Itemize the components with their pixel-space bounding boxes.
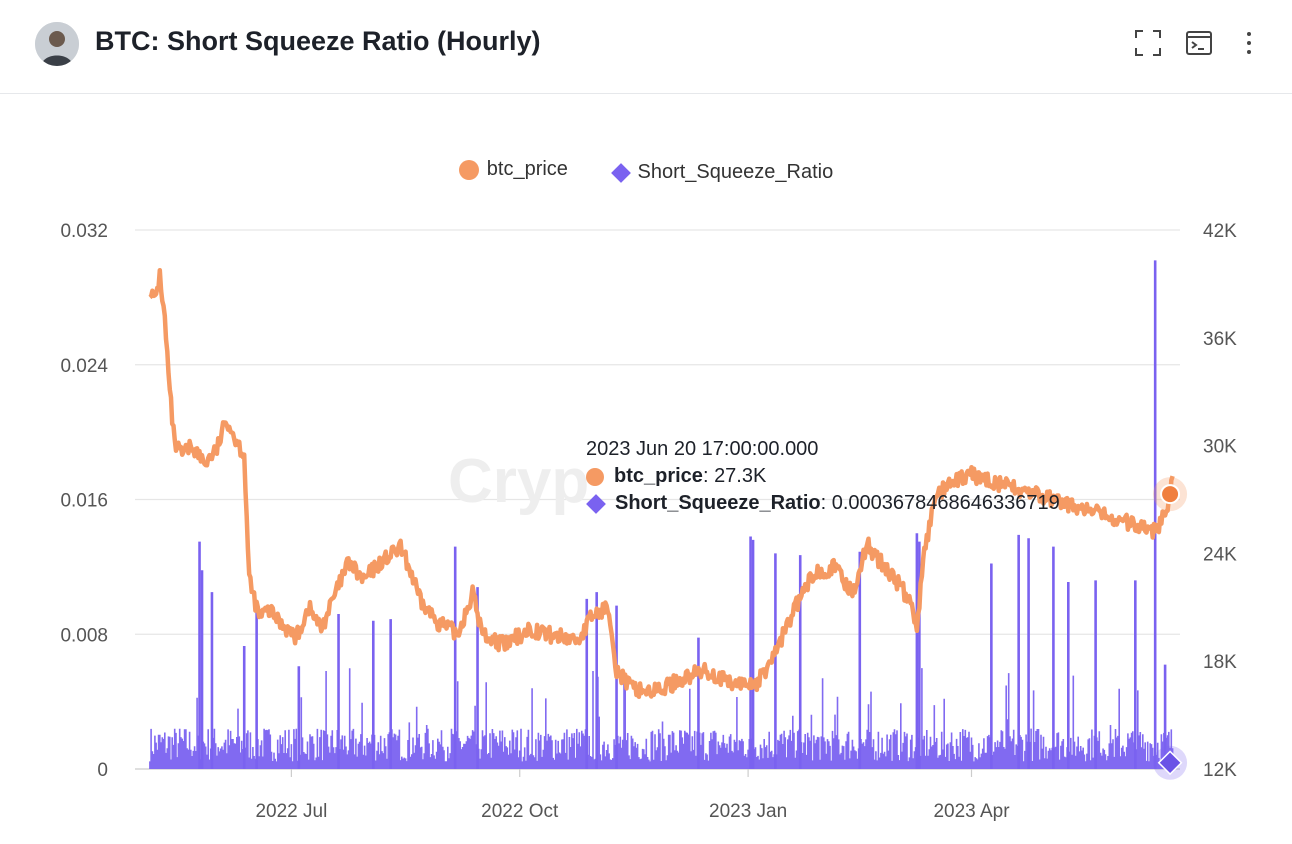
btc-price-marker-halo [1153,477,1188,512]
legend-diamond-icon [610,162,631,183]
y-axis-right: 12K 18K 24K 30K 36K 42K [1203,221,1237,781]
x-axis: 2022 Jul 2022 Oct 2023 Jan 2023 Apr [255,769,1010,822]
tooltip: 2023 Jun 20 17:00:00.000 btc_price : 27.… [586,436,1060,517]
y-tick-label-right: 18K [1203,652,1237,673]
legend-item-btc-price[interactable]: btc_price [458,158,568,181]
tooltip-key: Short_Squeeze_Ratio [615,492,821,514]
y-tick-label-right: 12K [1203,760,1237,781]
y-tick-label-left: 0.024 [60,356,108,377]
fullscreen-icon[interactable] [1133,28,1163,58]
chart-legend: btc_price Short_Squeeze_Ratio [0,158,1292,186]
tooltip-row-short-squeeze-ratio: Short_Squeeze_Ratio : 0.0003678468646336… [586,490,1060,517]
legend-circle-icon [458,159,479,180]
tooltip-diamond-icon [586,493,606,514]
x-tick-label: 2022 Oct [481,801,559,822]
y-axis-left: 0 0.008 0.016 0.024 0.032 [60,221,108,781]
avatar[interactable] [35,22,79,66]
avatar-icon [35,22,79,66]
tooltip-circle-icon [586,467,604,486]
tooltip-key: btc_price [614,465,703,487]
console-icon[interactable] [1184,28,1214,58]
page-title: BTC: Short Squeeze Ratio (Hourly) [95,26,541,56]
more-vertical-icon[interactable] [1236,28,1266,58]
legend-label: Short_Squeeze_Ratio [637,161,834,183]
x-tick-label: 2022 Jul [255,801,327,822]
ratio-marker-halo [1153,745,1188,780]
hover-markers [1153,477,1188,780]
ratio-marker [1157,750,1183,776]
y-tick-label-left: 0.032 [60,221,108,242]
x-tick-label: 2023 Jan [709,801,787,822]
y-tick-label-left: 0 [97,760,108,781]
y-tick-label-left: 0.016 [60,491,108,512]
tooltip-value: 27.3K [714,465,767,487]
btc-price-marker [1160,484,1181,505]
x-tick-label: 2023 Apr [933,801,1010,822]
y-tick-label-right: 42K [1203,221,1237,242]
legend-label: btc_price [486,158,568,180]
tooltip-value: 0.0003678468646336719 [831,492,1060,514]
ratio-bars [149,668,1174,769]
y-tick-label-left: 0.008 [60,625,108,646]
y-tick-label-right: 30K [1203,437,1237,458]
tooltip-row-btc-price: btc_price : 27.3K [586,463,1060,490]
chart-header: BTC: Short Squeeze Ratio (Hourly) [0,0,1292,94]
y-tick-label-right: 36K [1203,329,1237,350]
tooltip-time: 2023 Jun 20 17:00:00.000 [586,438,819,460]
y-tick-label-right: 24K [1203,544,1237,565]
legend-item-short-squeeze-ratio[interactable]: Short_Squeeze_Ratio [610,161,834,184]
watermark: Cryp [448,447,589,516]
